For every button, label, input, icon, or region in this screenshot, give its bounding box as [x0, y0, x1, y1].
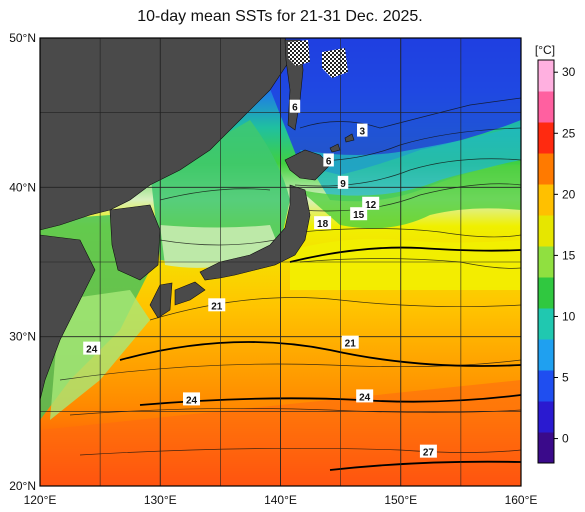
isotherm-label: 6	[289, 99, 301, 114]
latitude-label: 30°N	[9, 330, 36, 344]
colorbar-tick-label: 20	[562, 187, 576, 201]
colorbar-tick-label: 15	[562, 248, 576, 262]
isotherm-label: 15	[350, 207, 368, 221]
isotherm-label: 3	[357, 123, 368, 138]
colorbar-segment	[538, 215, 554, 247]
svg-text:6: 6	[292, 103, 298, 114]
svg-text:9: 9	[340, 179, 346, 190]
colorbar-segment	[538, 91, 554, 123]
isotherm-label: 21	[341, 335, 359, 350]
longitude-label: 120°E	[24, 493, 57, 507]
svg-text:21: 21	[211, 301, 223, 312]
longitude-label: 140°E	[264, 493, 297, 507]
colorbar-segment	[538, 122, 554, 154]
colorbar-tick-label: 0	[562, 432, 569, 446]
longitude-label: 160°E	[505, 493, 538, 507]
colorbar-segment	[538, 277, 554, 309]
svg-text:18: 18	[317, 219, 329, 230]
colorbar-tick-label: 10	[562, 309, 576, 323]
isotherm-label: 6	[323, 153, 334, 167]
colorbar-segment	[538, 153, 554, 185]
isotherm-label: 9	[337, 175, 349, 190]
svg-text:24: 24	[86, 345, 98, 356]
colorbar-segment	[538, 60, 554, 92]
latitude-label: 40°N	[9, 180, 36, 194]
longitude-label: 150°E	[384, 493, 417, 507]
colorbar-segment	[538, 339, 554, 371]
latitude-label: 50°N	[9, 31, 36, 45]
land	[40, 38, 368, 401]
isotherm-label: 24	[183, 392, 201, 406]
isotherm-label: 27	[419, 444, 437, 459]
isotherm-label: 21	[208, 298, 226, 312]
colorbar-segment	[538, 246, 554, 278]
isotherm-label: 12	[362, 196, 380, 211]
svg-text:21: 21	[345, 339, 357, 350]
svg-text:3: 3	[359, 127, 365, 138]
colorbar-segment	[538, 401, 554, 433]
colorbar-segment	[538, 184, 554, 216]
svg-text:6: 6	[326, 156, 332, 167]
colorbar-unit-label: [°C]	[535, 43, 555, 57]
colorbar: [°C] 30 25 20 15 10 5 0	[535, 43, 576, 464]
svg-text:12: 12	[365, 200, 377, 211]
latitude-labels: 50°N 40°N 30°N 20°N	[9, 31, 36, 493]
svg-text:15: 15	[353, 210, 365, 221]
isotherm-label: 24	[356, 389, 374, 403]
sea-ice	[288, 40, 310, 66]
svg-text:24: 24	[359, 392, 371, 403]
map-title: 10-day mean SSTs for 21-31 Dec. 2025.	[137, 8, 423, 25]
longitude-label: 130°E	[144, 493, 177, 507]
map-frame	[39, 37, 522, 487]
colorbar-segment	[538, 370, 554, 402]
svg-text:24: 24	[186, 395, 198, 406]
colorbar-tick-label: 30	[562, 65, 576, 79]
latitude-label: 20°N	[9, 479, 36, 493]
colorbar-segment	[538, 308, 554, 340]
svg-text:27: 27	[423, 448, 435, 459]
colorbar-tick-label: 5	[562, 371, 569, 385]
isotherm-label: 24	[83, 341, 101, 356]
longitude-labels: 120°E 130°E 140°E 150°E 160°E	[24, 493, 538, 507]
colorbar-tick-label: 25	[562, 126, 576, 140]
isotherm-label: 18	[314, 216, 332, 230]
colorbar-segment	[538, 432, 554, 464]
